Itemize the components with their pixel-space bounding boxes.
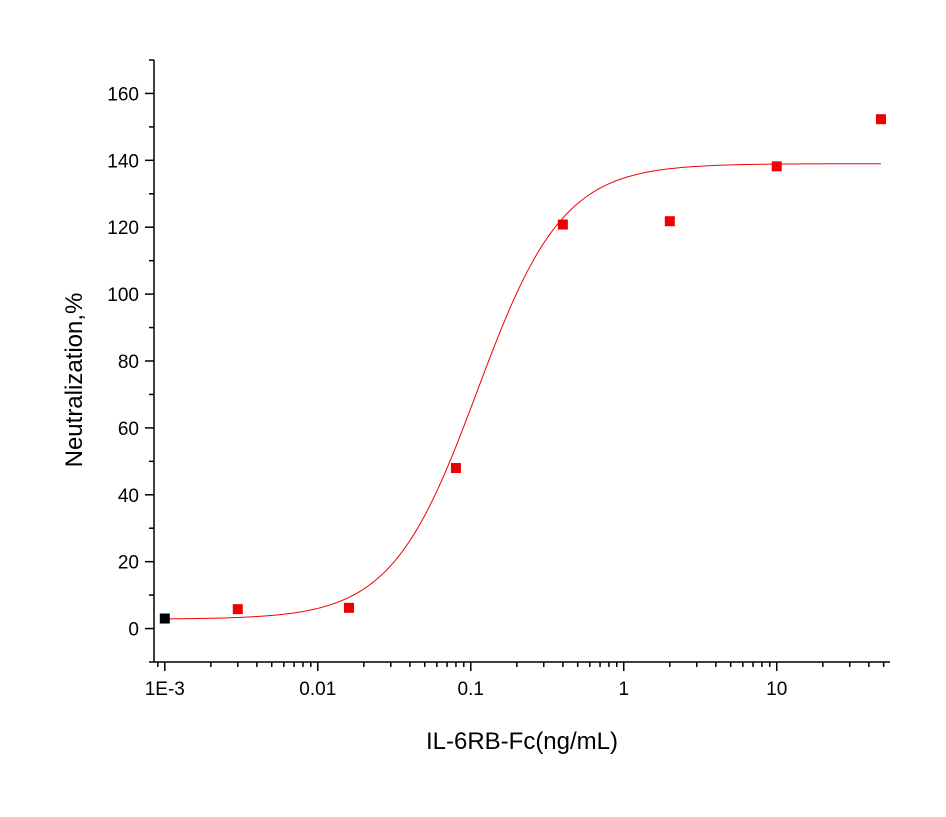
y-tick-label: 120 [107,218,139,239]
data-point [232,604,243,615]
y-tick-label: 80 [118,352,139,373]
x-ticks: 1E-3 0.01 0.1 1 10 [145,662,885,700]
y-tick-label: 160 [107,84,139,105]
data-point [159,613,170,624]
x-tick-label: 10 [766,679,787,700]
y-tick-label: 100 [107,285,139,306]
y-tick-label: 60 [118,419,139,440]
data-point [344,602,355,613]
x-tick-label: 1E-3 [145,679,185,700]
data-point [875,114,886,125]
x-tick-label: 1 [618,679,629,700]
x-tick-label: 0.1 [458,679,484,700]
y-tick-label: 20 [118,553,139,574]
fit-curve [164,163,881,620]
data-point [664,216,675,227]
x-axis-title: IL-6RB-Fc(ng/mL) [426,728,618,755]
data-points [159,114,886,624]
y-axis-title: Neutralization,% [61,293,88,468]
x-tick-label: 0.01 [299,679,336,700]
y-ticks: 0 20 40 60 80 100 120 140 160 [107,59,154,663]
y-tick-label: 140 [107,151,139,172]
data-point [771,161,782,172]
axes: 0 20 40 60 80 100 120 140 160 1E-3 0.01 0.1 1 10 [107,59,890,700]
y-tick-label: 0 [128,620,139,641]
data-point [557,219,568,230]
y-tick-label: 40 [118,486,139,507]
data-point [450,463,461,474]
